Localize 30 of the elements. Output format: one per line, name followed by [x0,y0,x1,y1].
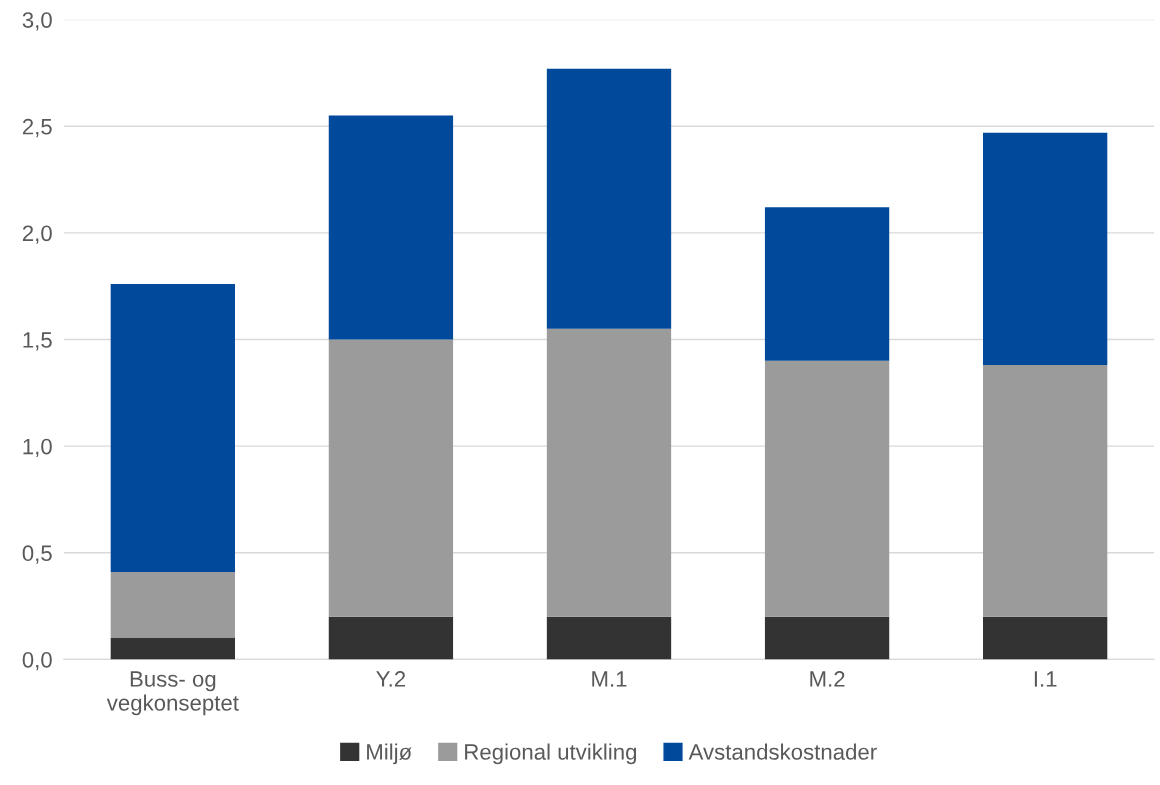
y-tick-label: 3,0 [22,12,52,31]
bar [546,616,672,660]
x-tick-label: Buss- og vegkonseptet [106,671,239,716]
bar [764,360,890,617]
legend-label: Avstandskostnader [688,743,877,760]
y-tick-label: 1,5 [23,332,52,351]
x-tick-label: I.1 [1034,671,1057,687]
bar [110,571,235,639]
x-tick-label: Y.2 [376,671,406,687]
bar [764,207,890,361]
bar [328,339,454,617]
bar [546,68,672,329]
legend-label: Miljø [367,743,412,765]
bar [110,284,235,572]
y-tick-label: 2,0 [22,225,52,244]
bar [110,638,235,660]
y-tick-label: 0,0 [22,651,52,671]
bar [983,132,1108,366]
x-tick-label: M.1 [592,671,627,687]
y-tick-label: 0,5 [22,545,52,564]
legend-label: Regional utvikling [465,743,637,765]
bar [546,328,672,617]
bar [983,365,1108,617]
y-tick-label: 2,5 [22,118,52,138]
bar [328,616,454,660]
y-tick-label: 1,0 [23,438,52,458]
x-tick-label: M.2 [810,671,845,687]
bar [983,616,1108,660]
bar [764,616,890,660]
bar [328,115,454,340]
